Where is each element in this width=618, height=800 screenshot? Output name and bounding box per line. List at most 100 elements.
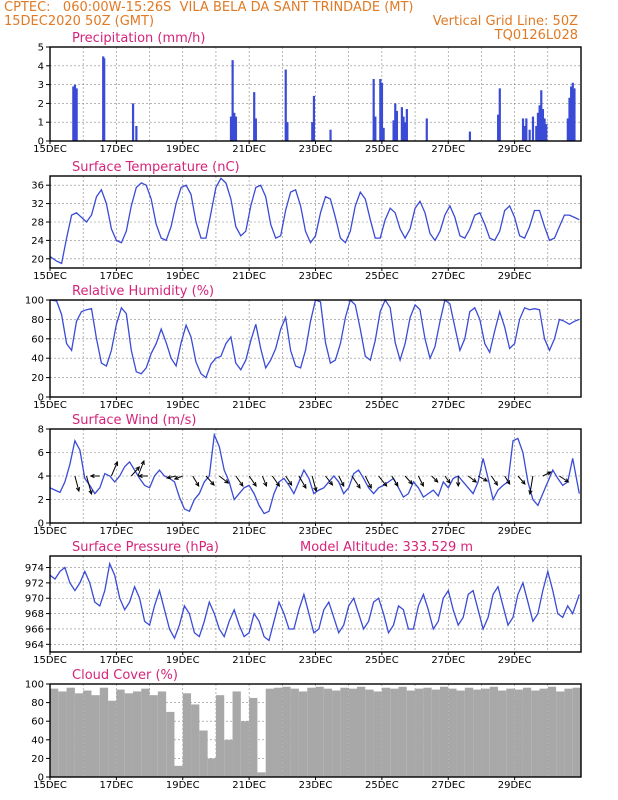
header-model-code: TQ0126L028 [494,28,578,43]
cloud-bar [406,690,416,777]
cloud-bar [132,691,142,777]
cloud-bar [224,739,233,777]
x-tick-label: 21DEC [232,400,266,411]
cloud-bar [157,691,167,777]
series-line-pressure [49,561,580,642]
cloud-bar [448,688,457,777]
wind-arrow [86,475,92,495]
cloud-bar [489,686,499,777]
y-tick-label: 2 [38,99,44,110]
wind-arrow-head [472,478,478,483]
x-tick-label: 23DEC [299,526,333,537]
x-tick-label: 29DEC [498,780,532,791]
precip-bar [229,116,233,141]
x-tick-label: 15DEC [33,400,67,411]
wind-arrow-head [114,460,119,467]
x-tick-label: 19DEC [166,655,200,666]
y-tick-label: 2 [38,495,44,506]
wind-arrow [391,475,399,487]
y-tick-label: 972 [25,578,44,589]
y-tick-label: 3 [38,80,44,91]
x-tick-label: 27DEC [431,144,465,155]
panel-title: Cloud Cover (%) [72,668,178,683]
x-tick-label: 27DEC [431,271,465,282]
wind-arrow-head [456,482,461,488]
precip-bar [566,118,569,141]
precip-bar [568,97,571,141]
wind-arrow [285,475,293,486]
y-tick-label: 40 [31,354,44,365]
precip-bar [538,105,541,141]
precip-bar [523,125,526,141]
precip-bar [540,90,543,141]
x-tick-label: 19DEC [166,780,200,791]
wind-arrow-head [483,477,489,482]
wind-arrow-head [506,479,511,485]
wind-arrow [74,475,80,492]
wind-arrow-head [546,471,552,476]
cloud-bar [315,686,324,777]
wind-arrow [192,475,200,487]
cloud-bar [481,688,490,777]
x-tick-label: 23DEC [299,655,333,666]
x-tick-label: 23DEC [299,400,333,411]
y-tick-label: 4 [38,61,44,72]
y-tick-label: 60 [31,717,44,728]
cloud-bar [373,691,382,777]
precip-bar [135,125,138,141]
precip-bar [531,116,535,141]
cloud-bar [274,687,283,777]
x-tick-label: 19DEC [166,271,200,282]
cloud-bar [290,688,299,777]
y-tick-label: 970 [25,594,44,605]
cloud-bar [257,772,266,777]
y-tick-label: 100 [25,680,44,691]
wind-arrow-head [382,481,388,487]
cloud-bar [498,690,507,777]
x-tick-label: 21DEC [232,271,266,282]
cloud-bar [116,689,125,777]
wind-arrow [431,475,439,483]
wind-arrow [235,475,244,487]
x-tick-label: 15DEC [33,655,67,666]
precip-bar [372,78,375,141]
y-tick-label: 40 [31,735,44,746]
x-tick-label: 19DEC [166,144,200,155]
x-tick-label: 23DEC [299,271,333,282]
y-tick-label: 8 [38,425,44,436]
wind-arrow [248,475,257,487]
wind-arrow [444,475,451,484]
wind-arrow-head [210,481,215,486]
cloud-bar [191,704,200,777]
wind-arrow [311,475,317,492]
wind-arrow [529,475,534,495]
cloud-bar [174,765,183,777]
cloud-bar [108,700,117,777]
cloud-bar [348,688,357,777]
x-tick-label: 21DEC [232,655,266,666]
wind-arrow-head [408,479,413,485]
wind-arrow [110,461,118,477]
cloud-bar [332,690,341,777]
cloud-bar [307,687,316,777]
wind-arrow-head [521,479,526,485]
x-tick-label: 15DEC [33,780,67,791]
precip-bar [380,82,384,141]
precip-bar [497,114,500,141]
cloud-bar [166,711,175,777]
wind-arrow-head [528,490,533,496]
wind-arrow-head [252,482,257,487]
panel-frame [49,46,582,142]
wind-arrow-head [224,479,230,484]
wind-arrow [351,475,361,489]
cloud-bar [514,689,523,777]
precip-bar [103,58,106,141]
x-tick-label: 29DEC [498,271,532,282]
wind-arrow-head [75,487,81,493]
wind-arrow [417,475,424,487]
panel-annotation: Model Altitude: 333.529 m [300,540,473,555]
x-tick-label: 27DEC [431,655,465,666]
wind-arrow-head [493,480,499,486]
panel-title: Surface Wind (m/s) [72,413,196,428]
precip-bar [402,116,405,141]
